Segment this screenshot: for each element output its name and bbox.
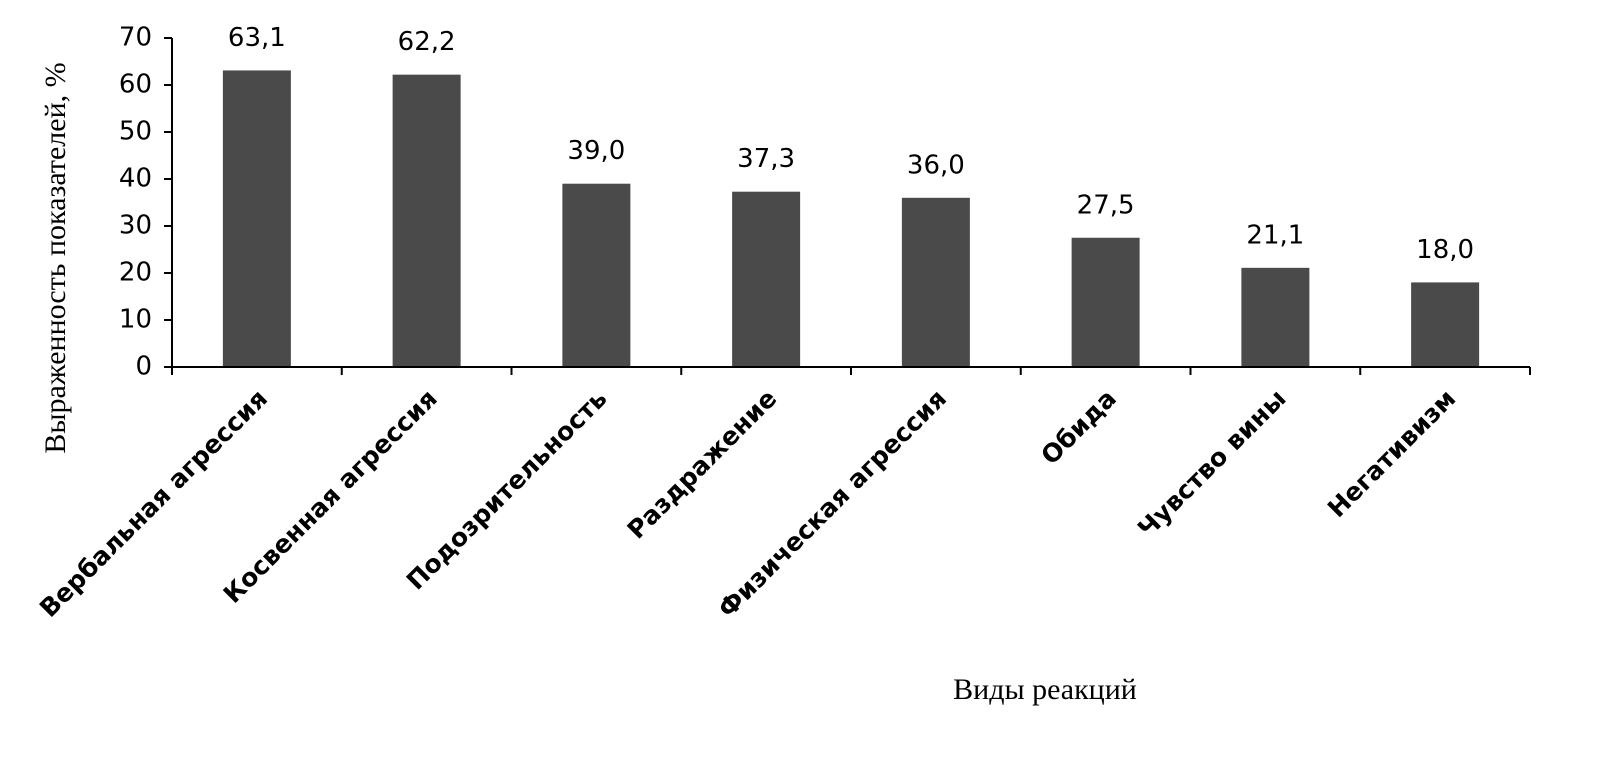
x-tick-label: Обида xyxy=(1035,384,1121,470)
value-label: 62,2 xyxy=(398,27,456,57)
y-tick-label: 0 xyxy=(135,352,152,382)
bar xyxy=(222,70,291,368)
value-label: 21,1 xyxy=(1246,220,1304,250)
value-label: 63,1 xyxy=(228,23,286,53)
x-axis-title: Виды реакций xyxy=(953,673,1137,706)
bar xyxy=(1411,282,1480,367)
y-tick-label: 10 xyxy=(119,305,152,335)
value-label: 36,0 xyxy=(907,150,965,180)
y-axis-title: Выраженность показателей, % xyxy=(39,62,72,453)
value-label: 39,0 xyxy=(567,136,625,166)
value-label: 27,5 xyxy=(1077,190,1135,220)
y-tick-label: 50 xyxy=(119,117,152,147)
bar xyxy=(1241,267,1310,367)
value-label: 18,0 xyxy=(1416,235,1474,265)
y-tick-label: 60 xyxy=(119,70,152,100)
bar xyxy=(1071,237,1140,367)
value-label: 37,3 xyxy=(737,144,795,174)
y-tick-label: 40 xyxy=(119,164,152,194)
bar xyxy=(392,74,461,367)
y-tick-label: 20 xyxy=(119,258,152,288)
y-tick-label: 70 xyxy=(119,23,152,53)
bar xyxy=(562,183,631,367)
bar xyxy=(732,191,801,367)
x-tick-label: Негативизм xyxy=(1322,384,1461,523)
bar xyxy=(901,197,970,367)
x-tick-label: Чувство вины xyxy=(1132,384,1291,543)
x-tick-label: Подозрительность xyxy=(401,384,613,596)
x-tick-label: Раздражение xyxy=(622,384,783,545)
y-tick-label: 30 xyxy=(119,211,152,241)
